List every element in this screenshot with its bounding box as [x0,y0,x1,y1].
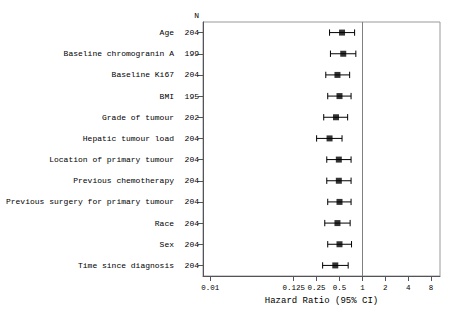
svg-text:204: 204 [185,28,200,37]
svg-text:204: 204 [185,176,200,185]
svg-text:Hazard Ratio (95% CI): Hazard Ratio (95% CI) [265,296,378,306]
svg-text:0.01: 0.01 [201,284,220,292]
svg-text:204: 204 [185,240,200,249]
svg-text:204: 204 [185,155,200,164]
svg-text:Grade of tumour: Grade of tumour [102,113,174,122]
svg-text:204: 204 [185,70,200,79]
svg-text:8: 8 [429,284,434,292]
svg-text:Time since diagnosis: Time since diagnosis [78,261,174,270]
svg-text:202: 202 [185,113,200,122]
svg-text:BMI: BMI [160,92,174,101]
svg-text:Sex: Sex [160,240,175,249]
svg-text:0.25: 0.25 [308,284,327,292]
svg-text:204: 204 [185,134,200,143]
svg-text:195: 195 [185,92,200,101]
svg-text:2: 2 [383,284,388,292]
svg-text:Hepatic tumour load: Hepatic tumour load [83,134,174,143]
svg-text:0.125: 0.125 [282,284,305,292]
svg-text:Baseline Ki67: Baseline Ki67 [112,70,175,79]
svg-text:204: 204 [185,261,200,270]
svg-text:204: 204 [185,197,200,206]
svg-text:Previous surgery for primary t: Previous surgery for primary tumour [6,197,174,206]
svg-text:1: 1 [360,284,365,292]
svg-text:Age: Age [160,28,175,37]
svg-text:Previous chemotherapy: Previous chemotherapy [73,176,174,185]
svg-text:199: 199 [185,49,200,58]
svg-text:Location of primary tumour: Location of primary tumour [49,155,174,164]
svg-text:4: 4 [406,284,411,292]
svg-text:204: 204 [185,219,200,228]
svg-text:0.5: 0.5 [333,284,347,292]
svg-text:N: N [194,11,199,20]
svg-text:Race: Race [155,219,174,228]
svg-text:Baseline chromogranin A: Baseline chromogranin A [64,49,175,58]
